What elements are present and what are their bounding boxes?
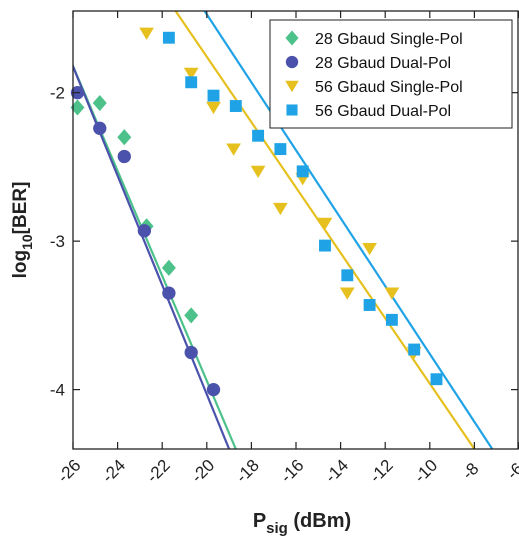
data-point <box>430 373 443 386</box>
data-point <box>317 217 333 230</box>
fit-line <box>203 11 494 449</box>
data-point <box>341 269 354 282</box>
x-tick-label: -20 <box>188 456 219 487</box>
x-tick-label: -14 <box>321 456 352 487</box>
data-point <box>162 31 175 44</box>
legend-entry: 56 Gbaud Dual-Pol <box>315 103 451 120</box>
x-tick-label: -22 <box>143 456 174 487</box>
x-tick-label: -10 <box>411 456 442 487</box>
legend-marker <box>285 80 299 93</box>
legend: 28 Gbaud Single-Pol 28 Gbaud Dual-Pol 56 G… <box>269 19 513 129</box>
data-point <box>296 165 309 178</box>
data-point <box>250 165 266 179</box>
data-point <box>184 307 199 324</box>
data-point <box>252 129 265 142</box>
data-point <box>319 239 331 252</box>
data-point <box>117 129 132 146</box>
data-point <box>384 287 400 300</box>
data-point <box>139 27 154 40</box>
y-tick-label: -3 <box>50 232 65 251</box>
fit-line <box>73 63 231 449</box>
x-tick-label: -18 <box>232 456 263 487</box>
data-point <box>184 345 198 360</box>
legend-marker <box>286 104 298 116</box>
data-point <box>93 121 107 135</box>
x-tick-label: -8 <box>458 459 482 483</box>
data-point <box>206 382 221 397</box>
data-point <box>226 143 241 156</box>
data-point <box>362 242 377 256</box>
data-point <box>162 286 176 300</box>
data-point <box>229 100 242 112</box>
legend-entry: 28 Gbaud Dual-Pol <box>315 55 451 72</box>
data-point <box>137 224 152 238</box>
data-point <box>207 89 220 102</box>
fit-lines <box>73 11 494 449</box>
x-tick-label: -12 <box>366 456 397 487</box>
legend-box <box>269 19 513 129</box>
x-axis-label: Psig (dBm) <box>253 510 351 537</box>
legend-entry: 28 Gbaud Single-Pol <box>315 31 463 48</box>
data-point <box>92 95 107 112</box>
data-point <box>117 149 131 164</box>
x-tick-label: -26 <box>54 456 85 487</box>
x-tick-label: -24 <box>98 456 129 487</box>
data-point <box>161 259 176 276</box>
legend-entry: 56 Gbaud Single-Pol <box>315 79 463 96</box>
x-tick-label: -16 <box>277 456 308 487</box>
x-tick-label: -6 <box>503 459 519 483</box>
data-point <box>385 313 398 326</box>
fit-line <box>174 11 476 449</box>
data-point <box>363 299 376 311</box>
data-point <box>408 343 421 356</box>
legend-marker <box>285 55 299 69</box>
data-point <box>185 76 198 89</box>
data-point <box>274 143 287 156</box>
data-point <box>339 287 355 300</box>
data-point <box>183 67 199 81</box>
data-point <box>273 202 288 216</box>
y-tick-label: -2 <box>50 84 65 103</box>
y-ticks: -2 -3 -4 <box>50 84 518 400</box>
data-markers <box>70 27 443 397</box>
y-tick-label: -4 <box>50 381 65 400</box>
data-point <box>206 101 221 115</box>
legend-marker <box>285 30 299 46</box>
data-point <box>70 99 85 116</box>
y-axis-label: log10[BER] <box>10 182 35 279</box>
